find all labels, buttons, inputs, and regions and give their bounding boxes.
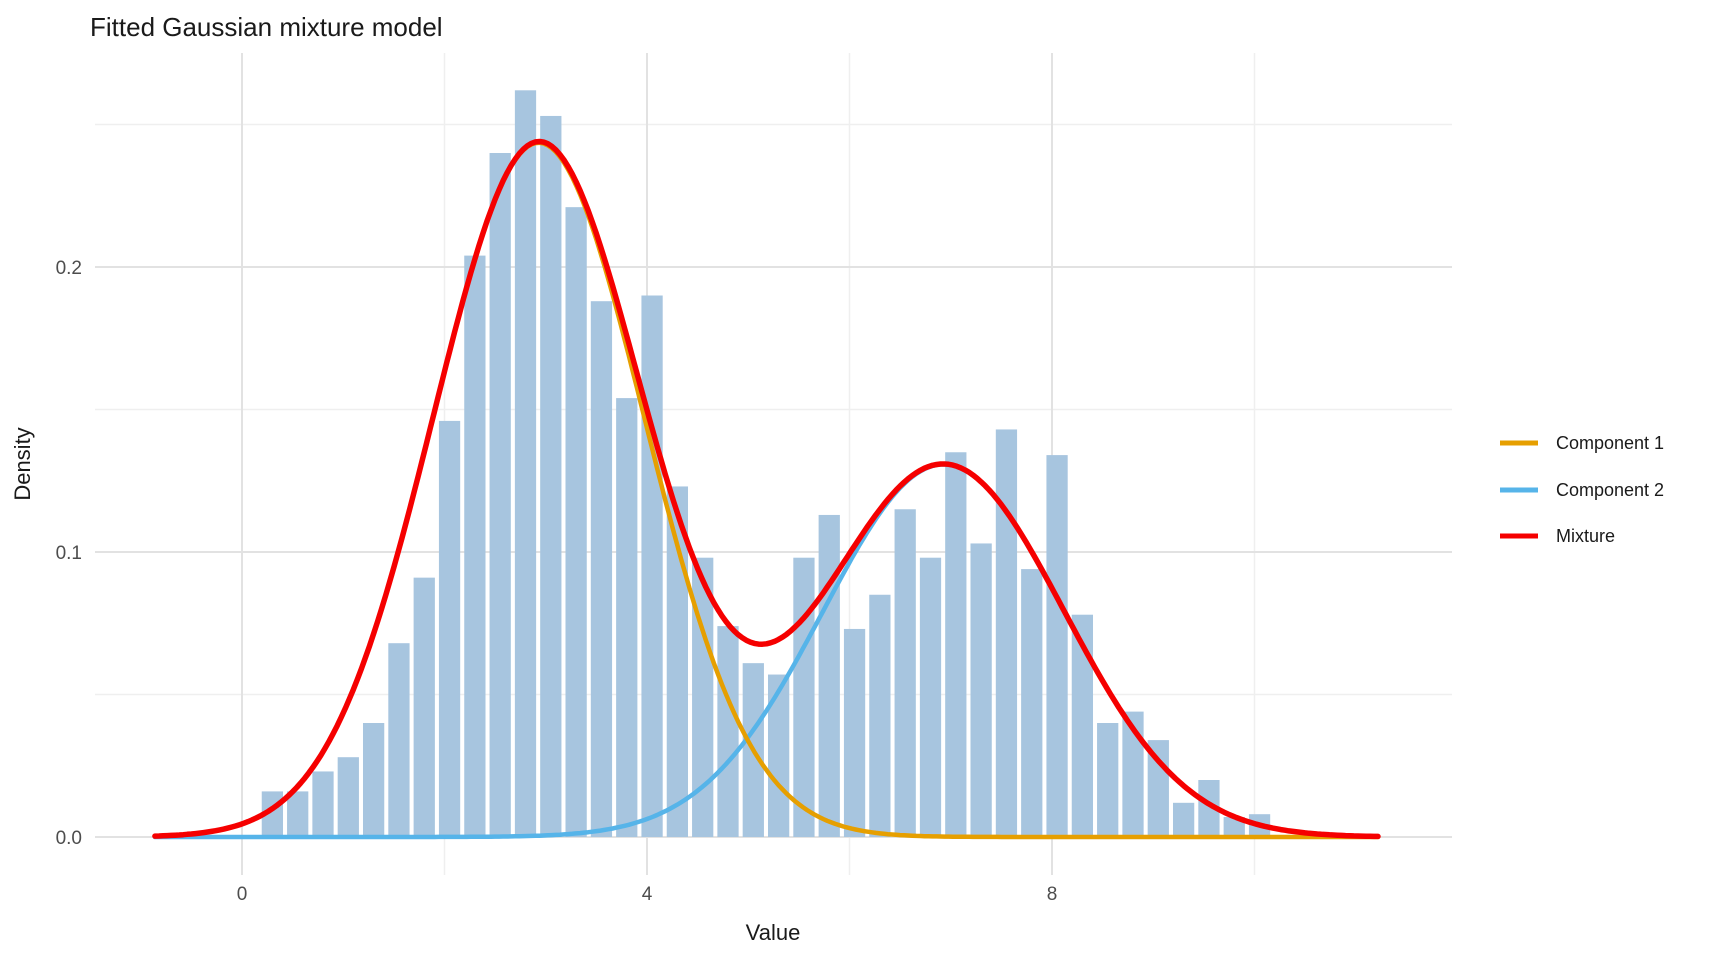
histogram-bar: [464, 255, 486, 838]
chart-title: Fitted Gaussian mixture model: [90, 12, 443, 42]
legend-item: Component 1: [1500, 433, 1664, 453]
histogram-bar: [869, 594, 891, 837]
histogram-bar: [666, 486, 689, 837]
histogram-bar: [1021, 569, 1043, 837]
legend-label: Component 2: [1556, 480, 1664, 500]
legend: Component 1 Component 2 Mixture: [1500, 433, 1664, 546]
histogram-bar: [1071, 614, 1094, 837]
histogram-bar: [894, 509, 916, 837]
density-curves: [152, 138, 1381, 840]
histogram-bar: [843, 628, 866, 837]
histogram-bar: [717, 626, 739, 837]
histogram-bar: [767, 674, 790, 837]
x-axis-tick-labels: 0 4 8: [237, 884, 1058, 905]
histogram-bar: [818, 514, 840, 837]
histogram-bar: [1122, 711, 1144, 837]
histogram-bar: [1097, 723, 1119, 837]
histogram-bar: [919, 557, 942, 837]
y-tick-label: 0.2: [56, 258, 82, 279]
mixture-curve: [152, 138, 1381, 840]
histogram-bar: [388, 643, 410, 837]
histogram-bar: [1172, 802, 1195, 837]
y-tick-label: 0.0: [56, 828, 82, 849]
histogram-bar: [1198, 780, 1220, 837]
histogram-bar: [489, 153, 511, 837]
histogram-bar: [565, 207, 587, 837]
minor-gridlines: [95, 53, 1452, 875]
histogram-bar: [337, 757, 359, 837]
y-axis-title: Density: [10, 427, 35, 500]
histogram-bar: [641, 295, 663, 837]
histogram-bar: [692, 557, 714, 837]
histogram-bar: [287, 791, 309, 837]
component1-curve: [152, 140, 1381, 840]
histogram-bar: [793, 557, 815, 837]
legend-item: Mixture: [1500, 526, 1615, 546]
histogram-bar: [1223, 817, 1245, 837]
histogram-bar: [413, 577, 435, 837]
legend-label: Component 1: [1556, 433, 1664, 453]
histogram-bar: [540, 115, 562, 837]
x-axis-title: Value: [746, 920, 801, 945]
histogram-bar: [590, 301, 613, 837]
y-axis-tick-labels: 0.0 0.1 0.2: [56, 258, 82, 849]
histogram-bar: [970, 543, 992, 837]
x-tick-label: 4: [642, 884, 653, 905]
legend-item: Component 2: [1500, 480, 1664, 500]
histogram-bar: [945, 452, 967, 837]
histogram-bar: [995, 429, 1018, 837]
x-tick-label: 8: [1047, 884, 1058, 905]
y-tick-label: 0.1: [56, 543, 82, 564]
legend-label: Mixture: [1556, 526, 1615, 546]
histogram-bar: [1046, 455, 1068, 837]
histogram-bar: [312, 771, 334, 837]
histogram-bar: [616, 398, 638, 837]
histogram-bars: [261, 90, 1271, 838]
histogram-bar: [514, 90, 537, 838]
histogram-bar: [438, 420, 461, 837]
histogram-bar: [362, 723, 385, 837]
x-tick-label: 0: [237, 884, 248, 905]
